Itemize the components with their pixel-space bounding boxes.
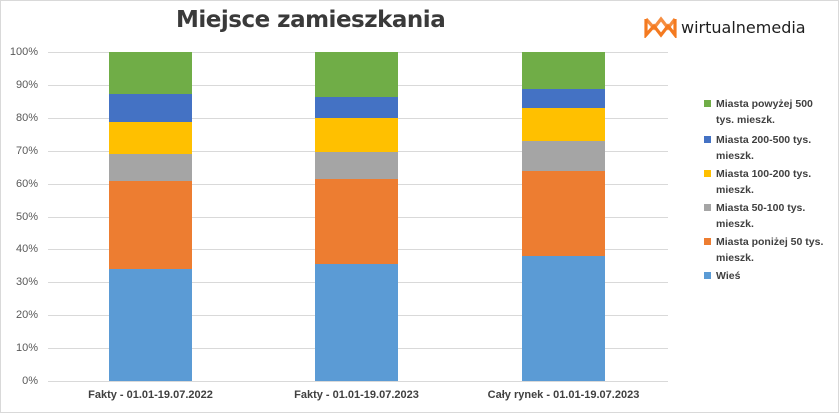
bar-segment [109, 52, 192, 94]
chart-title: Miejsce zamieszkania [176, 7, 446, 33]
stacked-bar [315, 52, 398, 381]
legend-item: Miasta powyżej 500 tys. mieszk. [704, 96, 828, 128]
bar-segment [522, 52, 605, 89]
legend-swatch-icon [704, 170, 711, 177]
y-tick-label: 30% [15, 276, 38, 288]
y-tick-label: 90% [15, 79, 38, 91]
bar-segment [109, 153, 192, 181]
x-category-label: Fakty - 01.01-19.07.2023 [294, 389, 419, 401]
y-tick-label: 80% [15, 112, 38, 124]
legend-swatch-icon [704, 238, 711, 245]
legend-label: Wieś [716, 270, 741, 282]
legend-item: Miasta 200-500 tys. mieszk. [704, 132, 828, 164]
y-tick-label: 20% [15, 309, 38, 321]
legend-label: Miasta 100-200 tys. mieszk. [716, 168, 812, 196]
bar-segment [315, 179, 398, 264]
y-tick-label: 0% [22, 375, 38, 387]
bar-segment [315, 52, 398, 97]
brand-logo-text: wirtualnemedia [681, 17, 806, 37]
y-tick-label: 60% [15, 178, 38, 190]
legend-item: Wieś [704, 268, 828, 284]
bar-segment [522, 255, 605, 381]
bar-segment [315, 263, 398, 381]
bar-segment [109, 180, 192, 269]
y-tick-label: 50% [15, 211, 38, 223]
legend-item: Miasta 100-200 tys. mieszk. [704, 166, 828, 198]
y-tick-label: 10% [15, 342, 38, 354]
bar-segment [109, 121, 192, 154]
brand-logo: wirtualnemedia [644, 14, 806, 40]
x-category-label: Cały rynek - 01.01-19.07.2023 [487, 389, 640, 401]
legend-swatch-icon [704, 204, 711, 211]
bar-segment [522, 141, 605, 172]
bar-segment [109, 268, 192, 381]
legend-label: Miasta poniżej 50 tys. mieszk. [716, 236, 824, 264]
legend-label: Miasta 50-100 tys. mieszk. [716, 202, 806, 230]
bar-segment [109, 93, 192, 122]
stacked-bar [109, 52, 192, 381]
stacked-bar [522, 52, 605, 381]
legend-item: Miasta poniżej 50 tys. mieszk. [704, 234, 828, 266]
bar-segment [315, 152, 398, 180]
x-category-label: Fakty - 01.01-19.07.2022 [88, 389, 213, 401]
wm-logo-icon [644, 16, 677, 38]
bar-segment [522, 171, 605, 256]
y-tick-label: 40% [15, 243, 38, 255]
legend-label: Miasta powyżej 500 tys. mieszk. [716, 98, 813, 126]
bar-segment [315, 117, 398, 152]
bar-segment [522, 88, 605, 109]
bar-segment [315, 96, 398, 118]
legend-swatch-icon [704, 272, 711, 279]
gridline [48, 381, 668, 382]
legend-label: Miasta 200-500 tys. mieszk. [716, 134, 812, 162]
legend-swatch-icon [704, 136, 711, 143]
legend-item: Miasta 50-100 tys. mieszk. [704, 200, 828, 232]
y-tick-label: 70% [15, 145, 38, 157]
legend-swatch-icon [704, 100, 711, 107]
bar-segment [522, 108, 605, 142]
y-tick-label: 100% [9, 46, 38, 58]
